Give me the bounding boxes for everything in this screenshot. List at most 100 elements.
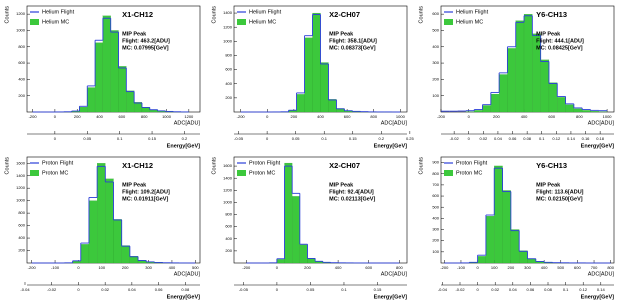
x-axis-label: ADC[ADU] <box>381 120 408 126</box>
y-tick-label: 1000 <box>223 38 233 43</box>
legend-swatch <box>30 19 39 25</box>
y-tick-label: 600 <box>225 67 232 72</box>
mc-bar <box>519 250 528 264</box>
y-tick-label: 1400 <box>223 175 233 180</box>
legend-label: Proton Flight <box>456 160 488 166</box>
mc-bar <box>582 110 591 113</box>
y-tick-label: 400 <box>432 44 439 49</box>
x2-axis-label: Energy[GeV] <box>581 143 614 149</box>
x2-tick-label: 0 <box>476 287 479 292</box>
panel-title: Y6-CH13 <box>536 10 567 19</box>
x-tick-label: 600 <box>548 114 555 119</box>
y-tick-label: 800 <box>18 44 25 49</box>
y-axis-label: Counts <box>211 157 217 175</box>
x2-tick-label: 0.1 <box>117 136 123 141</box>
y-tick-label: 400 <box>432 215 439 220</box>
mc-bar <box>320 62 329 113</box>
mc-bar <box>565 104 574 113</box>
annotation: MC: 0.07995[GeV] <box>122 45 169 51</box>
x-tick-label: 400 <box>335 265 342 270</box>
x-tick-label: -200 <box>29 114 38 119</box>
x2-tick-label: -0.02 <box>47 287 57 292</box>
y-tick-label: 700 <box>432 182 439 187</box>
y-tick-label: 1000 <box>16 198 26 203</box>
x-axis-label: ADC[ADU] <box>381 271 408 277</box>
y-tick-label: 200 <box>225 95 232 100</box>
y-axis-label: Counts <box>211 6 217 24</box>
mc-bar <box>118 66 127 113</box>
x-tick-label: 100 <box>98 265 105 270</box>
mc-bar <box>502 190 511 264</box>
mc-bar <box>94 42 103 113</box>
mc-bar <box>490 93 500 113</box>
mc-bar <box>126 90 135 113</box>
annotation: MIP Peak <box>329 182 354 188</box>
x-tick-label: 200 <box>304 265 311 270</box>
x2-tick-label: 0.1 <box>539 136 545 141</box>
y-tick-label: 800 <box>432 171 439 176</box>
x2-tick-label: 0.02 <box>101 287 110 292</box>
x2-tick-label: 0.08 <box>544 287 553 292</box>
y-tick-label: 400 <box>18 76 25 81</box>
x2-tick-label: 0 <box>276 287 279 292</box>
annotation: MC: 0.01911[GeV] <box>122 196 168 202</box>
y-tick-label: 1200 <box>223 187 233 192</box>
mc-bar <box>485 216 495 264</box>
legend-label: Proton MC <box>249 170 275 176</box>
x2-tick-label: 0.18 <box>596 136 605 141</box>
y-axis-label: Counts <box>4 6 10 24</box>
mc-bar <box>548 82 558 113</box>
y-tick-label: 600 <box>432 193 439 198</box>
mc-bar <box>121 245 130 264</box>
x2-tick-label: -0.05 <box>239 287 249 292</box>
x-tick-label: -200 <box>237 114 246 119</box>
y-tick-label: 1400 <box>16 173 26 178</box>
annotation: MIP Peak <box>122 31 147 37</box>
x2-tick-label: 0.08 <box>523 136 532 141</box>
y-tick-label: 100 <box>432 93 439 98</box>
x2-tick-label: 0.14 <box>597 287 606 292</box>
x-tick-label: 100 <box>491 265 498 270</box>
y-tick-label: 900 <box>432 160 439 165</box>
annotation: Flight: 113.6[ADU] <box>536 189 584 195</box>
y-tick-label: 200 <box>225 248 232 253</box>
x-tick-label: 1000 <box>162 114 172 119</box>
x2-axis-label: Energy[GeV] <box>374 294 407 300</box>
y-tick-label: 1200 <box>16 11 26 16</box>
mc-bar <box>474 110 483 113</box>
y-tick-label: 200 <box>432 238 439 243</box>
mc-bar <box>573 108 583 113</box>
mc-bar <box>113 219 122 264</box>
x-tick-label: 800 <box>141 114 148 119</box>
x2-tick-label: 0.05 <box>307 287 316 292</box>
x-tick-label: 400 <box>96 114 103 119</box>
mc-bar <box>312 12 321 113</box>
mc-bar <box>523 14 533 113</box>
mc-bar <box>79 107 88 113</box>
x2-tick-label: 0.06 <box>155 287 164 292</box>
x2-tick-label: 0 <box>266 136 269 141</box>
x-tick-label: -200 <box>28 265 37 270</box>
y-axis-label: Counts <box>418 157 424 175</box>
x-tick-label: -200 <box>440 265 449 270</box>
x2-tick-label: 0.08 <box>181 287 190 292</box>
y-tick-label: 200 <box>432 76 439 81</box>
x-tick-label: 300 <box>524 265 531 270</box>
legend-label: Helium MC <box>456 19 483 25</box>
mc-bar <box>72 261 81 264</box>
annotation: MC: 0.08425[GeV] <box>536 45 583 51</box>
y-tick-label: 500 <box>432 28 439 33</box>
annotation: Flight: 444.1[ADU] <box>536 38 584 44</box>
legend-swatch <box>237 19 246 25</box>
x-tick-label: 0 <box>476 265 479 270</box>
mc-bar <box>304 37 313 113</box>
plot-frame <box>233 156 408 264</box>
mc-bar <box>102 15 111 113</box>
mc-bar <box>110 30 119 113</box>
y-tick-label: 1600 <box>223 163 233 168</box>
mc-bar <box>590 111 599 113</box>
y-tick-label: 1600 <box>16 160 26 165</box>
x-tick-label: 500 <box>557 265 564 270</box>
x2-tick-label: -0.05 <box>234 136 244 141</box>
